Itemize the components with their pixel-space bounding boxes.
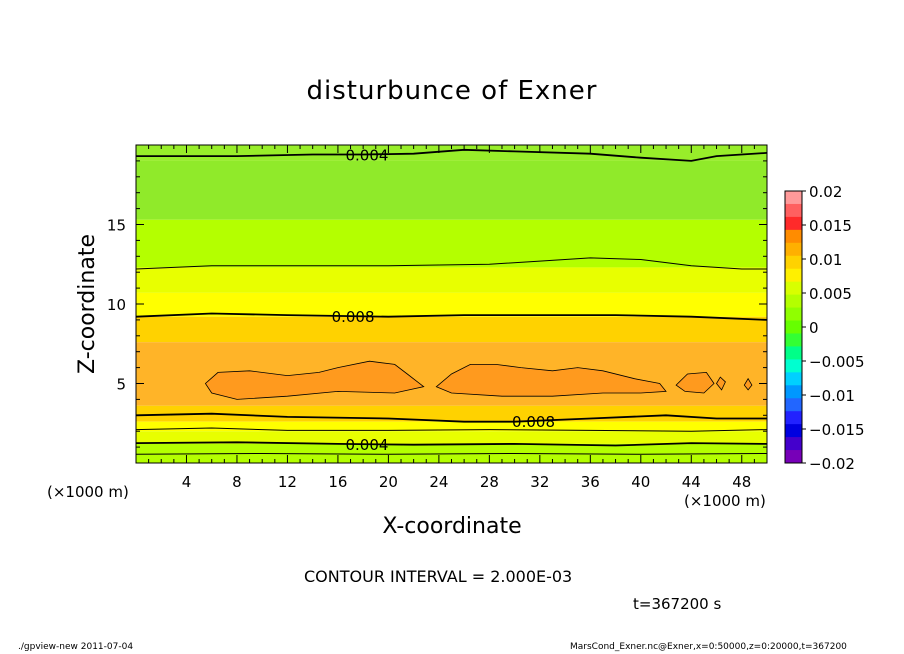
- colorbar-swatch: [785, 242, 802, 257]
- colorbar: 0.02 0.015 0.01 0.005 0 −0.005 −0.01 −0.015 −0.0…: [784, 183, 865, 473]
- colorbar-tick-label: −0.01: [809, 387, 855, 405]
- x-axis-label: X-coordinate: [382, 514, 522, 539]
- colorbar-swatch: [785, 424, 802, 438]
- colorbar-tick-label: 0.005: [809, 285, 852, 303]
- maximum-region: [204, 360, 425, 400]
- color-band: [136, 160, 767, 220]
- y-tick-label: 5: [116, 376, 126, 394]
- color-band: [136, 431, 767, 444]
- colorbar-swatch: [785, 372, 802, 386]
- x-tick-label: 40: [631, 473, 650, 491]
- maximum-region: [743, 377, 753, 391]
- maximum-region: [435, 364, 667, 397]
- x-tick-label: 32: [530, 473, 549, 491]
- x-tick-label: 8: [232, 473, 242, 491]
- contour-label: 0.004: [345, 146, 388, 164]
- color-band: [136, 219, 767, 268]
- contour-line: [136, 427, 767, 432]
- colorbar-swatch: [785, 307, 802, 322]
- time-label: t=367200 s: [633, 595, 722, 613]
- x-tick-label: 12: [278, 473, 297, 491]
- colorbar-tick-label: 0.01: [809, 251, 842, 269]
- colorbar-tick-label: −0.015: [809, 421, 865, 439]
- maximum-region: [716, 376, 726, 391]
- colorbar-tick-label: 0.02: [809, 183, 842, 201]
- color-band: [136, 292, 767, 317]
- color-band: [136, 267, 767, 293]
- colorbar-swatch: [785, 398, 802, 412]
- colorbar-swatch: [785, 359, 802, 373]
- x-tick-label: 36: [581, 473, 600, 491]
- y-axis-label: Z-coordinate: [75, 234, 100, 374]
- color-band: [136, 421, 767, 432]
- color-band: [136, 145, 767, 161]
- contour-interval: CONTOUR INTERVAL = 2.000E-03: [304, 567, 573, 586]
- colorbar-swatch: [785, 216, 802, 231]
- x-axis-unit: (×1000 m): [684, 492, 766, 510]
- contour-line: [136, 312, 767, 321]
- colorbar-swatch: [785, 450, 802, 464]
- colorbar-swatch: [785, 333, 802, 347]
- y-axis-unit: (×1000 m): [47, 483, 129, 501]
- colorbar-swatch: [785, 411, 802, 425]
- colorbar-tick-label: 0: [809, 319, 819, 337]
- colorbar-tick-label: 0.015: [809, 217, 852, 235]
- maximum-region: [675, 371, 715, 394]
- colorbar-swatch: [785, 191, 802, 205]
- contour-label: 0.008: [512, 413, 555, 431]
- colorbar-swatch: [785, 346, 802, 360]
- contour-label: 0.008: [332, 308, 375, 326]
- x-tick-label: 4: [182, 473, 192, 491]
- colorbar-swatch: [785, 255, 802, 270]
- x-tick-label: 20: [379, 473, 398, 491]
- colorbar-swatch: [785, 437, 802, 451]
- footer-program: ./gpview-new 2011-07-04: [18, 642, 134, 652]
- contour-line: [136, 412, 767, 423]
- contour-label: 0.004: [345, 436, 388, 454]
- x-tick-label: 44: [682, 473, 701, 491]
- colorbar-tick-label: −0.005: [809, 353, 865, 371]
- x-tick-label: 48: [732, 473, 751, 491]
- colorbar-swatch: [785, 385, 802, 399]
- colorbar-swatch: [785, 268, 802, 283]
- colorbar-swatch: [785, 281, 802, 296]
- chart-title: disturbunce of Exner: [306, 76, 598, 106]
- x-tick-label: 24: [429, 473, 448, 491]
- y-tick-label: 15: [107, 217, 126, 235]
- colorbar-tick-label: −0.02: [809, 455, 855, 473]
- x-tick-label: 28: [480, 473, 499, 491]
- color-band: [136, 316, 767, 343]
- contour-line: [136, 441, 767, 447]
- colorbar-swatch: [785, 203, 802, 218]
- colorbar-swatch: [785, 294, 802, 309]
- footer-source: MarsCond_Exner.nc@Exner,x=0:50000,z=0:20…: [570, 642, 847, 652]
- x-axis: 4 8 12 16 20 24 28 32 36 40 44 48: [148, 145, 755, 491]
- contour-line: [136, 257, 767, 270]
- y-tick-label: 10: [107, 296, 126, 314]
- contour-line: [136, 452, 767, 455]
- colorbar-swatch: [785, 229, 802, 244]
- colorbar-swatch: [785, 320, 802, 334]
- x-tick-label: 16: [328, 473, 347, 491]
- y-axis: 5 10 15: [107, 160, 767, 448]
